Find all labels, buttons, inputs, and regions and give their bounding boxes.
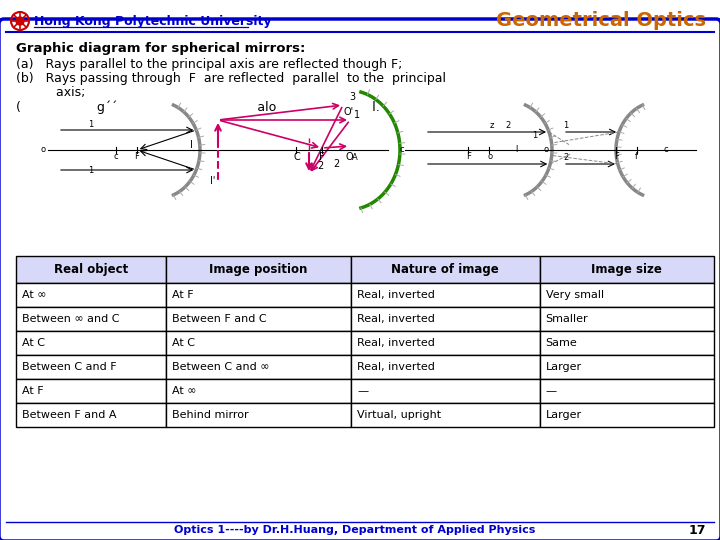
Circle shape [16, 17, 24, 25]
Text: o: o [543, 145, 548, 154]
Bar [166, 355, 351, 379]
Text: Real, inverted: Real, inverted [357, 338, 435, 348]
Text: Smaller: Smaller [546, 314, 588, 324]
Text: At F: At F [22, 386, 44, 396]
Text: Nature of image: Nature of image [392, 263, 499, 276]
Bar [351, 256, 539, 283]
Text: At C: At C [172, 338, 195, 348]
Text: 1: 1 [354, 110, 360, 120]
Bar [351, 403, 539, 427]
Text: o: o [487, 152, 492, 161]
Bar [539, 307, 714, 331]
Text: C: C [293, 152, 300, 162]
Text: Behind mirror: Behind mirror [172, 410, 248, 420]
Text: 17: 17 [688, 523, 706, 537]
Bar [351, 331, 539, 355]
Text: c: c [663, 145, 667, 154]
Text: Between F and A: Between F and A [22, 410, 117, 420]
Text: (b)   Rays passing through  F  are reflected  parallel  to the  principal: (b) Rays passing through F are reflected… [16, 72, 446, 85]
Bar [539, 403, 714, 427]
Bar [16, 355, 166, 379]
Bar [351, 307, 539, 331]
Text: At C: At C [22, 338, 45, 348]
Text: Real, inverted: Real, inverted [357, 362, 435, 372]
Text: 1: 1 [563, 121, 568, 130]
Text: Image size: Image size [591, 263, 662, 276]
Bar [166, 403, 351, 427]
Bar [16, 256, 166, 283]
Bar [16, 403, 166, 427]
Text: f: f [635, 152, 638, 161]
Text: c: c [114, 152, 118, 161]
Text: l: l [515, 145, 518, 154]
Text: Larger: Larger [546, 362, 582, 372]
Text: (a)   Rays parallel to the principal axis are reflected though F;: (a) Rays parallel to the principal axis … [16, 58, 402, 71]
FancyBboxPatch shape [0, 19, 720, 540]
Text: O: O [345, 152, 353, 162]
Text: Hong Kong Polytechnic University: Hong Kong Polytechnic University [34, 15, 271, 28]
Text: —: — [357, 386, 368, 396]
Text: O': O' [343, 107, 353, 117]
Text: A: A [352, 153, 358, 162]
Bar [539, 379, 714, 403]
Text: F: F [319, 152, 325, 162]
Text: 2: 2 [563, 153, 568, 162]
Text: 1: 1 [532, 131, 537, 140]
Text: z: z [490, 121, 495, 130]
Bar [16, 379, 166, 403]
Text: Same: Same [546, 338, 577, 348]
Text: I': I' [210, 176, 215, 186]
Text: At ∞: At ∞ [22, 290, 47, 300]
Text: Virtual, upright: Virtual, upright [357, 410, 441, 420]
Text: (                   g´´                                   alo                   : ( g´´ alo [16, 101, 379, 114]
Bar [16, 307, 166, 331]
Bar [16, 331, 166, 355]
Bar [351, 355, 539, 379]
Bar [351, 379, 539, 403]
Text: Very small: Very small [546, 290, 603, 300]
Text: 3: 3 [349, 92, 355, 102]
Text: Real, inverted: Real, inverted [357, 314, 435, 324]
Text: 2: 2 [317, 161, 323, 171]
Text: Larger: Larger [546, 410, 582, 420]
Bar [166, 379, 351, 403]
Bar [351, 283, 539, 307]
Text: F: F [614, 152, 619, 161]
Text: Optics 1----by Dr.H.Huang, Department of Applied Physics: Optics 1----by Dr.H.Huang, Department of… [174, 525, 536, 535]
Text: Between C and ∞: Between C and ∞ [172, 362, 269, 372]
Bar [539, 355, 714, 379]
Bar [539, 256, 714, 283]
Text: F: F [466, 152, 471, 161]
Text: c: c [400, 145, 405, 154]
Bar [166, 283, 351, 307]
Text: Geometrical Optics: Geometrical Optics [496, 11, 706, 30]
Text: 2: 2 [505, 121, 510, 130]
Text: Between F and C: Between F and C [172, 314, 266, 324]
Text: 1: 1 [88, 166, 94, 175]
Text: Graphic diagram for spherical mirrors:: Graphic diagram for spherical mirrors: [16, 42, 305, 55]
Text: Between ∞ and C: Between ∞ and C [22, 314, 120, 324]
Bar [539, 331, 714, 355]
Text: Real, inverted: Real, inverted [357, 290, 435, 300]
Text: 1: 1 [88, 120, 94, 129]
Text: o: o [40, 145, 45, 154]
Text: —: — [546, 386, 557, 396]
Text: At F: At F [172, 290, 194, 300]
Bar [166, 256, 351, 283]
Text: Between C and F: Between C and F [22, 362, 117, 372]
Text: F: F [135, 152, 140, 161]
Bar [539, 283, 714, 307]
Text: At ∞: At ∞ [172, 386, 197, 396]
Bar [166, 307, 351, 331]
Text: 2: 2 [333, 159, 339, 169]
Text: axis;: axis; [16, 86, 86, 99]
Bar [166, 331, 351, 355]
Text: Real object: Real object [54, 263, 128, 276]
Text: Image position: Image position [210, 263, 307, 276]
Bar [16, 283, 166, 307]
Text: I: I [190, 140, 193, 150]
